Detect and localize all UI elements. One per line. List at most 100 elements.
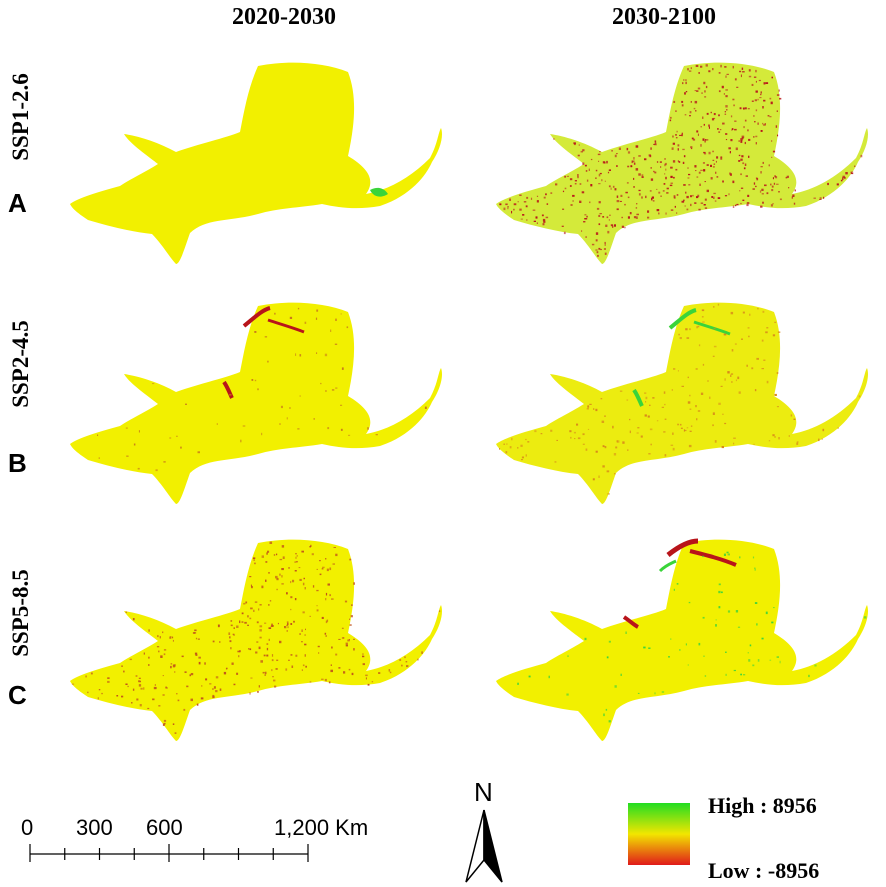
speckle: [690, 67, 692, 70]
speckle: [720, 385, 723, 387]
speckle: [289, 316, 293, 319]
speckle: [607, 230, 610, 234]
speckle: [348, 434, 351, 436]
speckle: [163, 653, 166, 656]
speckle: [601, 420, 605, 423]
speckle: [215, 690, 218, 693]
speckle: [236, 672, 239, 675]
speckle: [319, 560, 321, 562]
speckle: [250, 607, 253, 610]
speckle: [755, 135, 758, 138]
speckle: [160, 655, 163, 658]
speckle: [702, 162, 705, 164]
speckle: [613, 453, 617, 456]
speckle: [584, 214, 587, 216]
speckle: [727, 610, 731, 613]
speckle: [725, 75, 727, 78]
speckle: [388, 669, 391, 672]
speckle: [325, 592, 328, 596]
speckle: [621, 225, 624, 228]
speckle: [715, 619, 717, 621]
speckle: [629, 418, 631, 421]
speckle: [525, 205, 528, 208]
speckle: [669, 184, 673, 187]
speckle: [244, 621, 247, 624]
speckle: [619, 200, 622, 202]
speckle: [288, 659, 290, 661]
speckle: [772, 150, 776, 153]
speckle: [194, 629, 197, 632]
speckle: [261, 585, 264, 589]
green-speckles: [517, 551, 867, 723]
speckle: [744, 119, 747, 122]
speckle: [297, 307, 300, 310]
speckle: [287, 622, 289, 626]
speckle: [347, 639, 350, 642]
speckle: [649, 404, 651, 406]
speckle: [765, 82, 769, 84]
speckle: [569, 178, 573, 181]
speckle: [319, 573, 322, 576]
speckle: [341, 367, 344, 370]
scale-tick-label-1200: 1,200 Km: [274, 815, 369, 840]
speckle: [170, 665, 172, 669]
speckle: [595, 408, 598, 412]
speckle: [710, 164, 712, 167]
speckle: [740, 202, 742, 205]
speckle: [353, 582, 355, 585]
speckle: [772, 434, 775, 437]
speckle: [212, 694, 215, 697]
speckle: [733, 442, 735, 445]
speckle: [666, 187, 669, 190]
speckle: [768, 164, 770, 167]
red-streak: [242, 306, 271, 328]
speckle: [595, 169, 598, 172]
speckle: [616, 200, 620, 203]
speckle: [670, 175, 673, 178]
speckle: [325, 558, 327, 560]
speckle: [598, 223, 601, 225]
speckle: [775, 125, 778, 128]
speckle: [739, 107, 742, 110]
speckle: [845, 172, 848, 175]
speckle: [771, 185, 774, 188]
speckle: [771, 140, 773, 142]
speckle: [712, 150, 714, 153]
speckle: [541, 214, 544, 217]
speckle: [152, 698, 155, 701]
speckle: [670, 209, 674, 211]
speckle: [289, 407, 291, 409]
speckle: [654, 141, 657, 144]
speckle: [714, 200, 717, 202]
speckle: [702, 616, 705, 619]
speckle: [254, 601, 258, 603]
speckle: [696, 130, 699, 133]
speckle: [258, 685, 260, 688]
speckle: [213, 686, 216, 689]
speckle: [651, 197, 653, 201]
speckle: [311, 553, 314, 556]
speckle: [714, 440, 717, 443]
speckle: [378, 672, 381, 674]
speckle: [335, 318, 337, 321]
speckle: [778, 191, 780, 193]
speckle: [736, 203, 739, 206]
speckle: [723, 93, 725, 95]
speckle: [705, 85, 708, 89]
speckle: [351, 604, 353, 606]
speckle: [196, 703, 199, 706]
speckle: [254, 331, 257, 333]
speckle: [698, 344, 701, 347]
speckle: [630, 165, 633, 168]
speckle: [708, 126, 710, 129]
speckle: [821, 438, 823, 440]
speckle: [316, 605, 318, 607]
speckle: [663, 391, 666, 394]
speckle: [718, 72, 721, 74]
speckle: [722, 180, 724, 183]
speckle: [638, 193, 641, 196]
speckle: [189, 674, 191, 677]
speckle: [276, 659, 279, 661]
speckle: [732, 65, 734, 69]
speckle: [748, 75, 752, 78]
